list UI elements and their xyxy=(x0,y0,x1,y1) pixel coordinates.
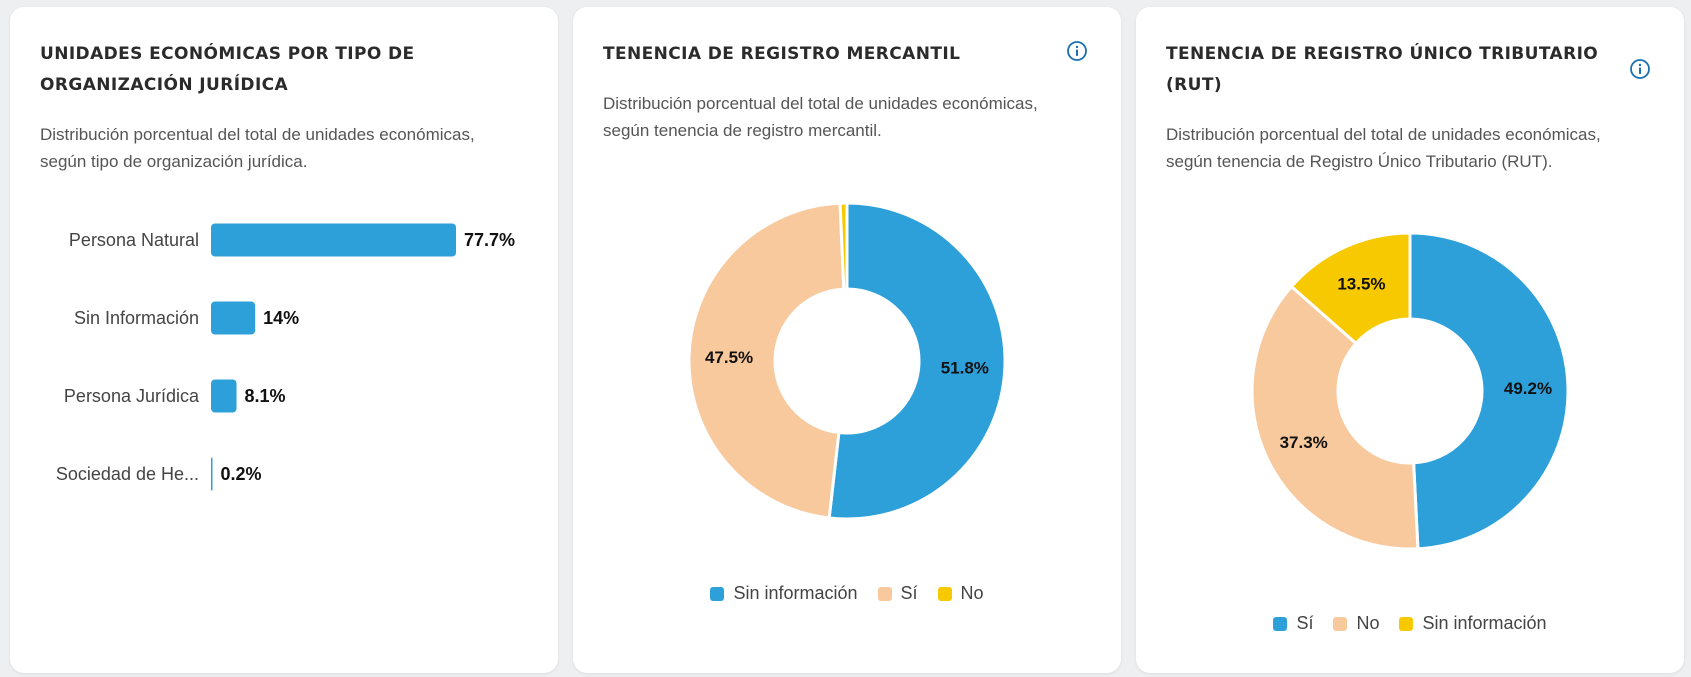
donut-chart: 49.2% 37.3% 13.5% xyxy=(1250,231,1570,551)
bar-sin-informacion[interactable] xyxy=(211,301,256,335)
legend-item-si[interactable]: Sí xyxy=(1273,613,1313,634)
chart-legend: Sí No Sin información xyxy=(1136,613,1684,634)
card-title: TENENCIA DE REGISTRO MERCANTIL xyxy=(603,39,960,70)
bar-sociedad-de-he[interactable] xyxy=(211,457,213,491)
category-label: Persona Natural xyxy=(69,230,199,250)
category-label: Sociedad de He... xyxy=(56,464,199,484)
legend-swatch xyxy=(710,586,725,601)
bar-persona-natural[interactable] xyxy=(211,223,456,257)
data-label: 77.7% xyxy=(464,230,515,250)
data-label: 0.2% xyxy=(221,464,262,484)
card-registro-rut: TENENCIA DE REGISTRO ÚNICO TRIBUTARIO (R… xyxy=(1136,7,1684,673)
chart-legend: Sin información Sí No xyxy=(573,583,1121,604)
legend-label: No xyxy=(1356,613,1380,633)
card-registro-mercantil: TENENCIA DE REGISTRO MERCANTIL Distribuc… xyxy=(573,7,1121,673)
card-organizacion-juridica: UNIDADES ECONÓMICAS POR TIPO DE ORGANIZA… xyxy=(10,7,558,673)
slice-sin-informacion[interactable] xyxy=(1289,231,1412,345)
slice-si[interactable] xyxy=(687,201,846,520)
data-label: 8.1% xyxy=(245,386,286,406)
legend-item-si[interactable]: Sí xyxy=(877,583,918,604)
legend-item-no[interactable]: No xyxy=(937,583,984,604)
legend-swatch xyxy=(877,586,892,601)
legend-item-sin-informacion[interactable]: Sin información xyxy=(1399,613,1547,634)
title-line-1: TENENCIA DE REGISTRO ÚNICO TRIBUTARIO xyxy=(1166,44,1599,64)
legend-swatch xyxy=(937,586,952,601)
subtitle-line-1: Distribución porcentual del total de uni… xyxy=(1166,125,1601,144)
legend-swatch xyxy=(1333,616,1348,631)
title-line-2: (RUT) xyxy=(1166,75,1223,95)
legend-label: No xyxy=(960,583,984,603)
subtitle-line-2: según tipo de organización jurídica. xyxy=(40,152,308,171)
slice-label: 49.2% xyxy=(1504,379,1552,398)
legend-item-no[interactable]: No xyxy=(1333,613,1379,634)
info-icon[interactable] xyxy=(1066,40,1088,62)
subtitle-line-1: Distribución porcentual del total de uni… xyxy=(603,94,1038,113)
legend-label: Sí xyxy=(900,583,918,603)
legend-swatch xyxy=(1273,616,1288,631)
category-label: Sin Información xyxy=(74,308,199,328)
legend-label: Sin información xyxy=(733,583,858,603)
card-subtitle: Distribución porcentual del total de uni… xyxy=(40,121,475,175)
slice-si[interactable] xyxy=(1408,231,1570,551)
card-subtitle: Distribución porcentual del total de uni… xyxy=(1166,121,1601,175)
slice-label: 13.5% xyxy=(1337,274,1385,293)
title-line-1: UNIDADES ECONÓMICAS POR TIPO DE xyxy=(40,44,415,64)
subtitle-line-2: según tenencia de registro mercantil. xyxy=(603,121,882,140)
data-label: 14% xyxy=(263,308,299,328)
bar-chart: Persona Natural 77.7% Sin Información 14% Pe… xyxy=(56,223,515,491)
category-label: Persona Jurídica xyxy=(64,386,200,406)
card-title: UNIDADES ECONÓMICAS POR TIPO DE ORGANIZA… xyxy=(40,39,415,101)
title-line-1: TENENCIA DE REGISTRO MERCANTIL xyxy=(603,44,961,64)
slice-sin-informacion[interactable] xyxy=(827,201,1007,521)
info-icon[interactable] xyxy=(1629,58,1651,80)
legend-swatch xyxy=(1399,616,1414,631)
slice-label: 37.3% xyxy=(1280,433,1328,452)
slice-no[interactable] xyxy=(838,201,849,291)
bar-persona-juridica[interactable] xyxy=(211,379,237,413)
subtitle-line-1: Distribución porcentual del total de uni… xyxy=(40,125,475,144)
slice-no[interactable] xyxy=(1250,285,1420,551)
card-title: TENENCIA DE REGISTRO ÚNICO TRIBUTARIO (R… xyxy=(1166,39,1598,101)
title-line-2: ORGANIZACIÓN JURÍDICA xyxy=(40,75,289,95)
card-subtitle: Distribución porcentual del total de uni… xyxy=(603,90,1038,144)
slice-label: 51.8% xyxy=(941,359,989,378)
slice-label: 47.5% xyxy=(705,348,753,367)
legend-item-sin-informacion[interactable]: Sin información xyxy=(710,583,858,604)
subtitle-line-2: según tenencia de Registro Único Tributa… xyxy=(1166,152,1553,171)
donut-chart: 51.8% 47.5% xyxy=(687,201,1007,521)
legend-label: Sí xyxy=(1296,613,1314,633)
legend-label: Sin información xyxy=(1422,613,1547,633)
